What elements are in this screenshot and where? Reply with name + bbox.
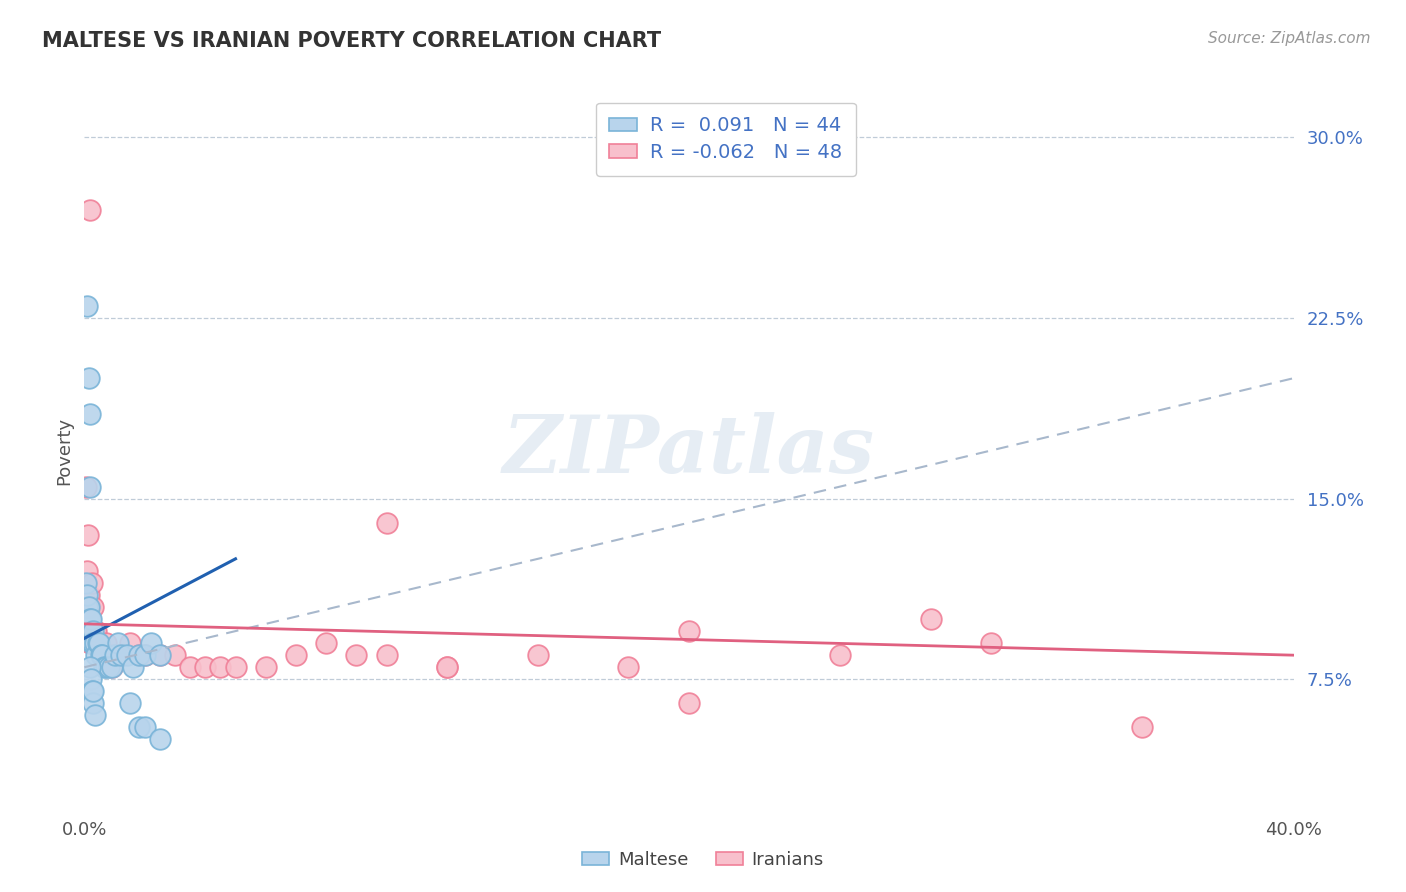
- Point: [110, 648, 132, 662]
- Point: [89, 636, 111, 650]
- Point: [97, 648, 120, 662]
- Point: [82, 599, 104, 614]
- Point: [527, 648, 550, 662]
- Point: [76, 599, 98, 614]
- Point: [77, 599, 100, 614]
- Point: [91, 648, 114, 662]
- Point: [110, 648, 132, 662]
- Point: [84, 624, 107, 639]
- Point: [79, 407, 101, 421]
- Point: [86, 648, 108, 662]
- Point: [79, 660, 101, 674]
- Point: [84, 708, 107, 723]
- Point: [94, 660, 117, 674]
- Point: [254, 660, 277, 674]
- Legend: R =  0.091   N = 44, R = -0.062   N = 48: R = 0.091 N = 44, R = -0.062 N = 48: [596, 103, 856, 176]
- Point: [77, 528, 100, 542]
- Point: [80, 624, 103, 639]
- Point: [79, 612, 101, 626]
- Point: [79, 624, 101, 639]
- Point: [134, 721, 156, 735]
- Point: [77, 371, 100, 385]
- Point: [121, 660, 143, 674]
- Point: [80, 636, 103, 650]
- Point: [82, 624, 104, 639]
- Point: [75, 576, 97, 591]
- Point: [920, 612, 942, 626]
- Point: [830, 648, 852, 662]
- Point: [80, 684, 103, 698]
- Point: [79, 624, 101, 639]
- Point: [79, 480, 101, 494]
- Point: [79, 636, 101, 650]
- Point: [139, 636, 162, 650]
- Point: [80, 673, 103, 687]
- Point: [134, 648, 156, 662]
- Point: [97, 660, 120, 674]
- Point: [617, 660, 640, 674]
- Point: [76, 299, 98, 313]
- Point: [107, 636, 129, 650]
- Point: [209, 660, 232, 674]
- Point: [82, 624, 104, 639]
- Point: [1132, 721, 1154, 735]
- Point: [118, 636, 141, 650]
- Point: [104, 648, 127, 662]
- Point: [104, 648, 127, 662]
- Point: [82, 684, 104, 698]
- Point: [179, 660, 201, 674]
- Point: [285, 648, 308, 662]
- Point: [375, 516, 398, 530]
- Point: [80, 576, 103, 591]
- Point: [76, 599, 98, 614]
- Point: [77, 588, 100, 602]
- Y-axis label: Poverty: Poverty: [55, 417, 73, 484]
- Legend: Maltese, Iranians: Maltese, Iranians: [575, 844, 831, 876]
- Point: [436, 660, 458, 674]
- Point: [436, 660, 458, 674]
- Point: [980, 636, 1002, 650]
- Point: [89, 636, 111, 650]
- Point: [76, 564, 98, 578]
- Point: [86, 624, 108, 639]
- Point: [375, 648, 398, 662]
- Point: [82, 696, 104, 710]
- Point: [346, 648, 368, 662]
- Point: [77, 612, 100, 626]
- Point: [100, 660, 122, 674]
- Point: [149, 732, 172, 747]
- Point: [80, 612, 103, 626]
- Point: [91, 648, 114, 662]
- Point: [79, 202, 101, 217]
- Point: [118, 696, 141, 710]
- Point: [76, 588, 98, 602]
- Point: [100, 660, 122, 674]
- Point: [115, 648, 138, 662]
- Point: [134, 648, 156, 662]
- Text: ZIPatlas: ZIPatlas: [503, 412, 875, 489]
- Point: [165, 648, 187, 662]
- Point: [94, 636, 117, 650]
- Point: [87, 636, 110, 650]
- Point: [82, 636, 104, 650]
- Point: [194, 660, 217, 674]
- Point: [79, 599, 101, 614]
- Point: [93, 660, 115, 674]
- Point: [225, 660, 247, 674]
- Point: [75, 480, 97, 494]
- Text: Source: ZipAtlas.com: Source: ZipAtlas.com: [1208, 31, 1371, 46]
- Point: [128, 648, 150, 662]
- Point: [315, 636, 337, 650]
- Point: [678, 696, 700, 710]
- Point: [149, 648, 172, 662]
- Text: MALTESE VS IRANIAN POVERTY CORRELATION CHART: MALTESE VS IRANIAN POVERTY CORRELATION C…: [42, 31, 661, 51]
- Point: [149, 648, 172, 662]
- Point: [128, 648, 150, 662]
- Point: [90, 648, 112, 662]
- Point: [128, 721, 150, 735]
- Point: [84, 636, 107, 650]
- Point: [80, 636, 103, 650]
- Point: [678, 624, 700, 639]
